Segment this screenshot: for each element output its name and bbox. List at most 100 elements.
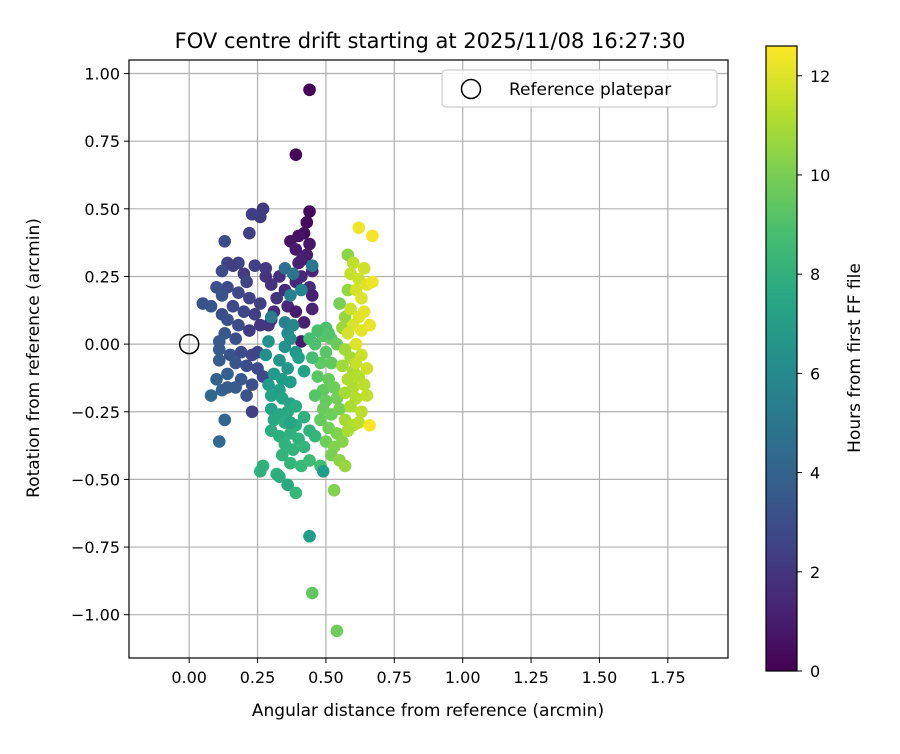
data-points [178,83,379,638]
data-point [360,362,374,375]
data-point [273,354,286,367]
y-tick-label: −0.75 [71,538,120,557]
data-point [237,305,251,318]
x-tick-label: 1.00 [445,668,481,687]
data-point [221,381,234,394]
colorbar: 0 2 4 6 8 10 12 [765,45,830,681]
data-point [196,297,210,310]
data-point [212,343,226,356]
data-point [349,337,363,351]
data-point [264,310,278,324]
colorbar-tick-label: 6 [810,364,820,383]
colorbar-tick-label: 0 [810,662,820,681]
colorbar-tick-label: 12 [810,67,830,86]
data-point [330,624,344,638]
data-point [232,286,245,300]
x-tick-label: 0.75 [376,668,412,687]
data-point [303,237,316,251]
data-point [275,448,289,462]
data-point [303,454,316,467]
data-point [240,389,253,402]
data-point [248,259,262,272]
y-tick-label: −0.25 [71,403,120,422]
data-point [229,356,242,370]
x-tick-label: 0.50 [308,668,344,687]
data-point [210,372,223,386]
colorbar-tick-label: 8 [810,265,820,284]
data-point [316,464,330,478]
data-point [264,389,278,402]
data-point [297,316,311,329]
data-point [281,478,294,492]
data-point [295,283,308,297]
y-tick-label: 0.75 [84,132,120,151]
data-point [305,289,319,302]
reference-marker [178,333,200,355]
data-point [262,335,275,348]
data-point [240,275,253,289]
legend: Reference platepar [441,69,718,108]
y-tick-label: 0.25 [84,267,120,286]
data-point [333,297,346,310]
data-point [245,207,259,221]
data-point [305,351,319,364]
axes: 0.00 0.25 0.50 0.75 1.00 1.25 1.50 1.75 −1.00 −0.… [71,59,729,687]
data-point [253,318,267,332]
legend-label: Reference platepar [509,80,671,100]
plot-frame [128,59,729,659]
legend-marker-icon [460,78,482,100]
data-point [341,326,355,340]
data-point [289,148,303,162]
data-point [286,443,300,456]
data-point [284,375,297,389]
data-point [221,367,234,381]
data-point [212,435,226,448]
data-point [357,262,371,275]
data-point [357,378,371,392]
data-point [297,440,311,454]
data-point [259,348,273,362]
colorbar-tick-label: 10 [810,166,830,185]
data-point [289,486,303,500]
x-tick-label: 0.25 [240,668,276,687]
data-point [234,345,248,359]
data-point [245,378,259,392]
y-axis-label: Rotation from reference (arcmin) [24,218,44,498]
data-point [305,259,319,272]
data-point [204,389,218,402]
x-tick-label: 0.00 [171,668,207,687]
data-point [226,259,240,272]
data-point [212,354,226,367]
data-point [240,359,253,373]
colorbar-tick-label: 2 [810,563,820,582]
data-point [363,418,376,432]
data-point [284,289,297,302]
data-point [253,297,267,310]
y-tick-label: −1.00 [71,606,120,625]
data-point [349,356,363,370]
data-point [352,416,366,429]
data-point [325,356,338,370]
data-point [243,291,256,305]
x-tick-label: 1.75 [650,668,686,687]
data-point [278,340,292,354]
data-point [363,318,376,332]
y-tick-label: 0.50 [84,200,120,219]
data-point [232,318,245,332]
data-point [341,424,355,438]
data-point [270,291,283,305]
data-point [253,464,267,478]
data-point [308,429,322,443]
data-point [289,305,303,318]
data-point [344,302,357,316]
x-tick-label: 1.50 [582,668,618,687]
data-point [366,275,379,289]
data-point [292,256,305,270]
data-point [333,402,346,416]
data-point [311,370,325,383]
data-point [352,221,366,235]
x-tick-label: 1.25 [513,668,549,687]
data-point [245,405,259,419]
